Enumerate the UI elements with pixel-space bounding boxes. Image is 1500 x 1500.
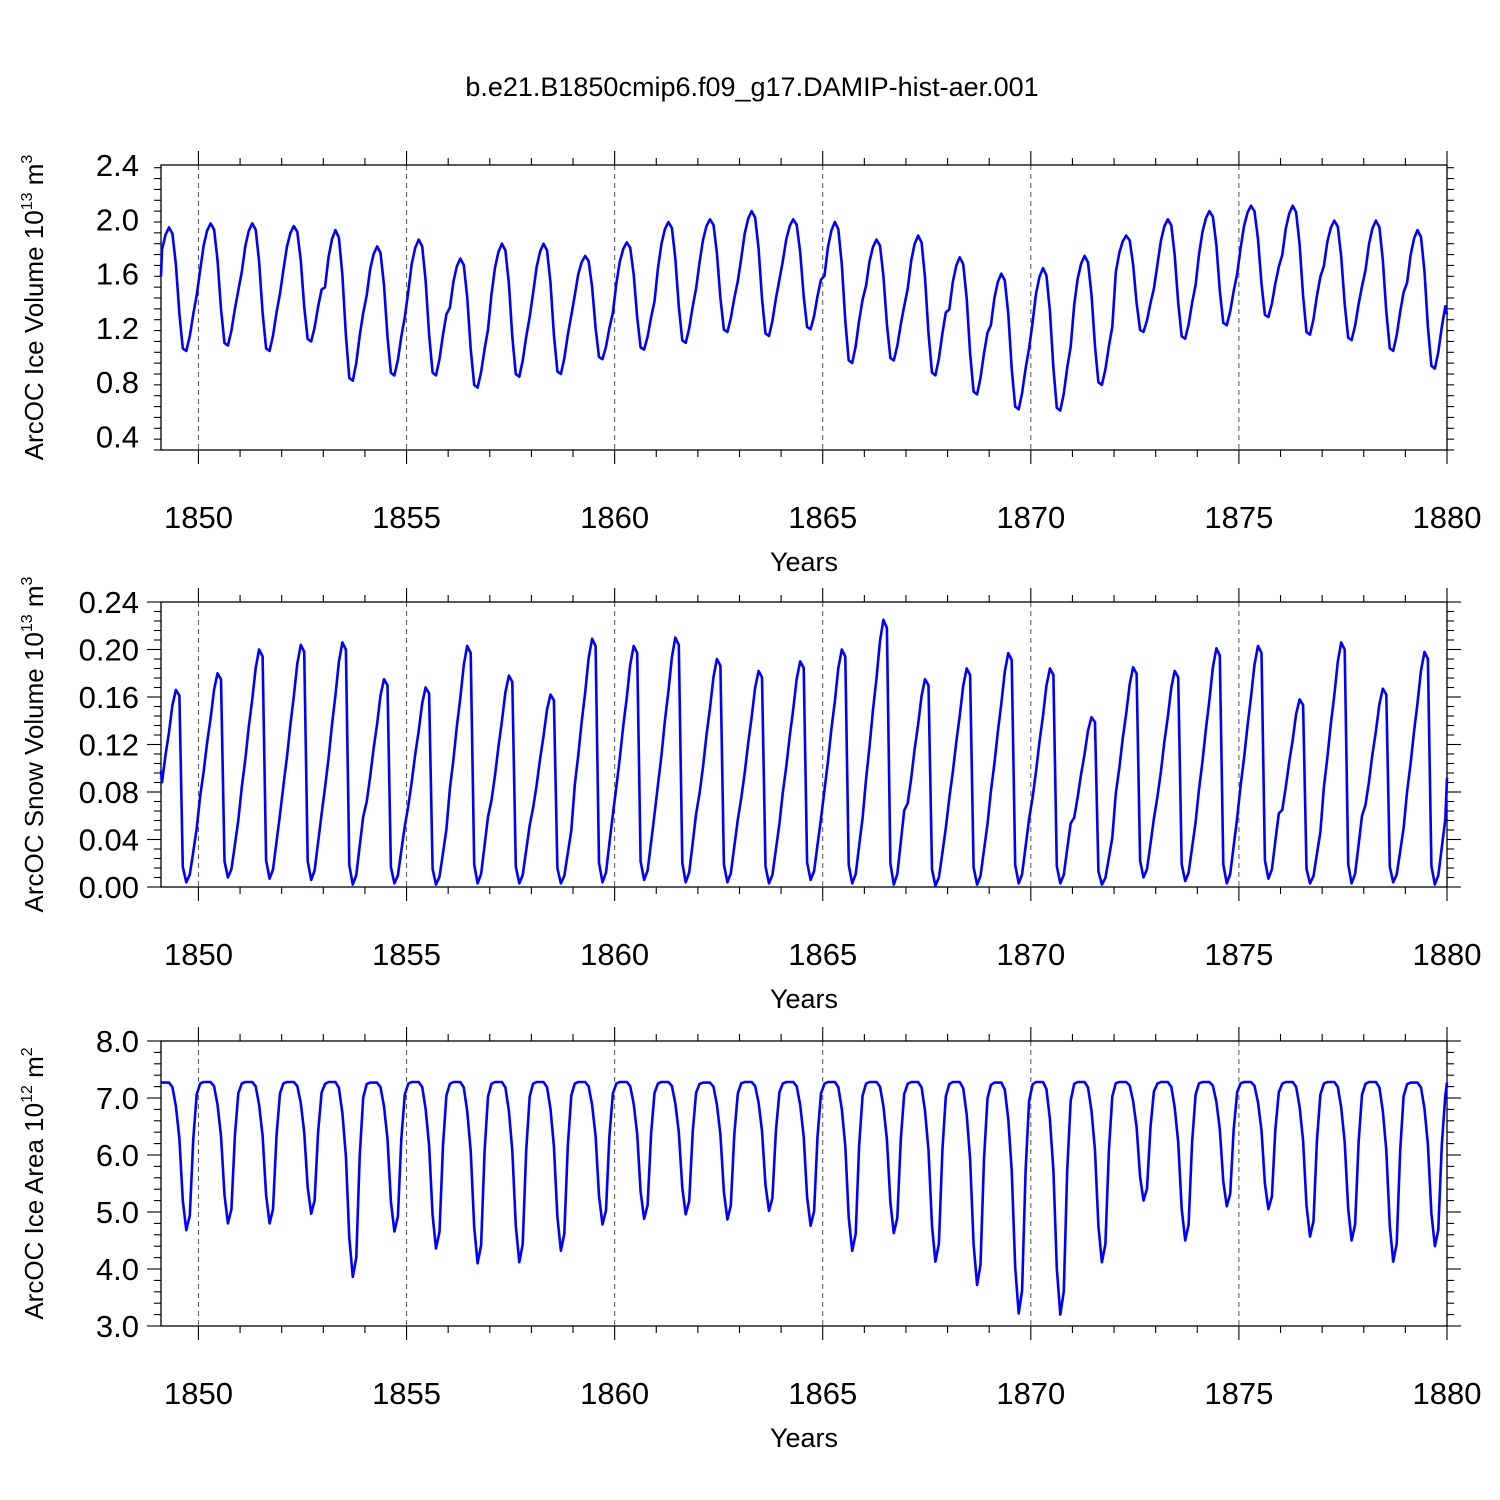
x-tick-label-1860: 1860 [580,937,649,972]
figure-title: b.e21.B1850cmip6.f09_g17.DAMIP-hist-aer.… [465,72,1038,102]
chart-panel-3: 1850 1855 1860 1865 1870 1875 1880 3.0 4.0 5.0 6.0… [19,1024,1481,1453]
y-tick-label-8.0: 8.0 [96,1024,139,1059]
y-axis-label: ArcOC Ice Volume 1013 m3 [19,155,49,461]
y-axis-label-ylabel-exp: 13 [19,192,36,210]
y-axis-label-ylabel-unit-exp: 2 [19,1047,36,1056]
y-tick-label-0.20: 0.20 [79,633,139,668]
y-axis-label-ylabel-unit-exp: 3 [19,155,36,164]
y-tick-label-0.24: 0.24 [79,585,139,620]
y-tick-label-0.16: 0.16 [79,680,139,715]
x-tick-label-1875: 1875 [1204,1376,1273,1411]
x-tick-label-1880: 1880 [1413,500,1482,535]
y-axis-label-ylabel-unit: m [19,585,49,614]
x-tick-label-1860: 1860 [580,1376,649,1411]
y-tick-label-0.8: 0.8 [96,365,139,400]
y-tick-label-0.08: 0.08 [79,775,139,810]
series-line-3 [160,1080,1449,1316]
y-axis-label-ylabel: ArcOC Ice Volume 10 [19,210,49,460]
y-axis-label-ylabel-unit: m [19,1056,49,1085]
y-tick-label-6.0: 6.0 [96,1138,139,1173]
x-tick-label-1865: 1865 [788,1376,857,1411]
y-axis-label-ylabel-unit: m [19,164,49,193]
chart-panel-2: 1850 1855 1860 1865 1870 1875 1880 0.00 0.04 0.08… [19,576,1481,1014]
x-tick-label-1880: 1880 [1413,937,1482,972]
x-tick-label-1875: 1875 [1204,937,1273,972]
y-axis-label-ylabel-exp: 12 [19,1085,36,1103]
x-tick-label-1875: 1875 [1204,500,1273,535]
plot-frame [160,1040,1448,1327]
y-axis-label-ylabel-unit-exp: 3 [19,576,36,585]
chart-panel-1: 1850 1855 1860 1865 1870 1875 1880 0.4 0.8 1.2 1.6… [19,148,1481,577]
y-tick-label-2.4: 2.4 [96,148,139,183]
y-axis-label: ArcOC Snow Volume 1013 m3 [19,576,49,912]
y-tick-label-1.6: 1.6 [96,257,139,292]
x-axis-label: Years [770,547,838,577]
x-tick-label-1850: 1850 [164,937,233,972]
chart-panels: 1850 1855 1860 1865 1870 1875 1880 0.4 0.8 1.2 1.6… [19,148,1481,1453]
y-tick-label-0.4: 0.4 [96,419,139,454]
y-tick-label-1.2: 1.2 [96,311,139,346]
plot-frame [160,164,1448,451]
y-tick-label-5.0: 5.0 [96,1195,139,1230]
x-tick-label-1870: 1870 [996,1376,1065,1411]
y-tick-label-0.00: 0.00 [79,870,139,905]
y-tick-label-4.0: 4.0 [96,1252,139,1287]
x-tick-label-1850: 1850 [164,500,233,535]
y-axis-label: ArcOC Ice Area 1012 m2 [19,1047,49,1319]
y-axis-label-ylabel: ArcOC Ice Area 10 [19,1103,49,1320]
x-tick-label-1855: 1855 [372,500,441,535]
x-tick-label-1865: 1865 [788,937,857,972]
y-tick-label-0.04: 0.04 [79,823,139,858]
x-tick-label-1855: 1855 [372,937,441,972]
y-tick-label-7.0: 7.0 [96,1081,139,1116]
y-tick-label-2.0: 2.0 [96,202,139,237]
x-tick-label-1880: 1880 [1413,1376,1482,1411]
x-tick-label-1870: 1870 [996,937,1065,972]
y-tick-label-3.0: 3.0 [96,1309,139,1344]
series-line-2 [159,618,1449,888]
x-tick-label-1870: 1870 [996,500,1065,535]
y-axis-label-ylabel-exp: 13 [19,614,36,632]
y-tick-label-0.12: 0.12 [79,728,139,763]
series-line-1 [159,204,1449,412]
x-axis-label: Years [770,984,838,1014]
x-tick-label-1865: 1865 [788,500,857,535]
y-axis-label-ylabel: ArcOC Snow Volume 10 [19,632,49,912]
x-tick-label-1850: 1850 [164,1376,233,1411]
x-tick-label-1855: 1855 [372,1376,441,1411]
x-axis-label: Years [770,1423,838,1453]
x-tick-label-1860: 1860 [580,500,649,535]
